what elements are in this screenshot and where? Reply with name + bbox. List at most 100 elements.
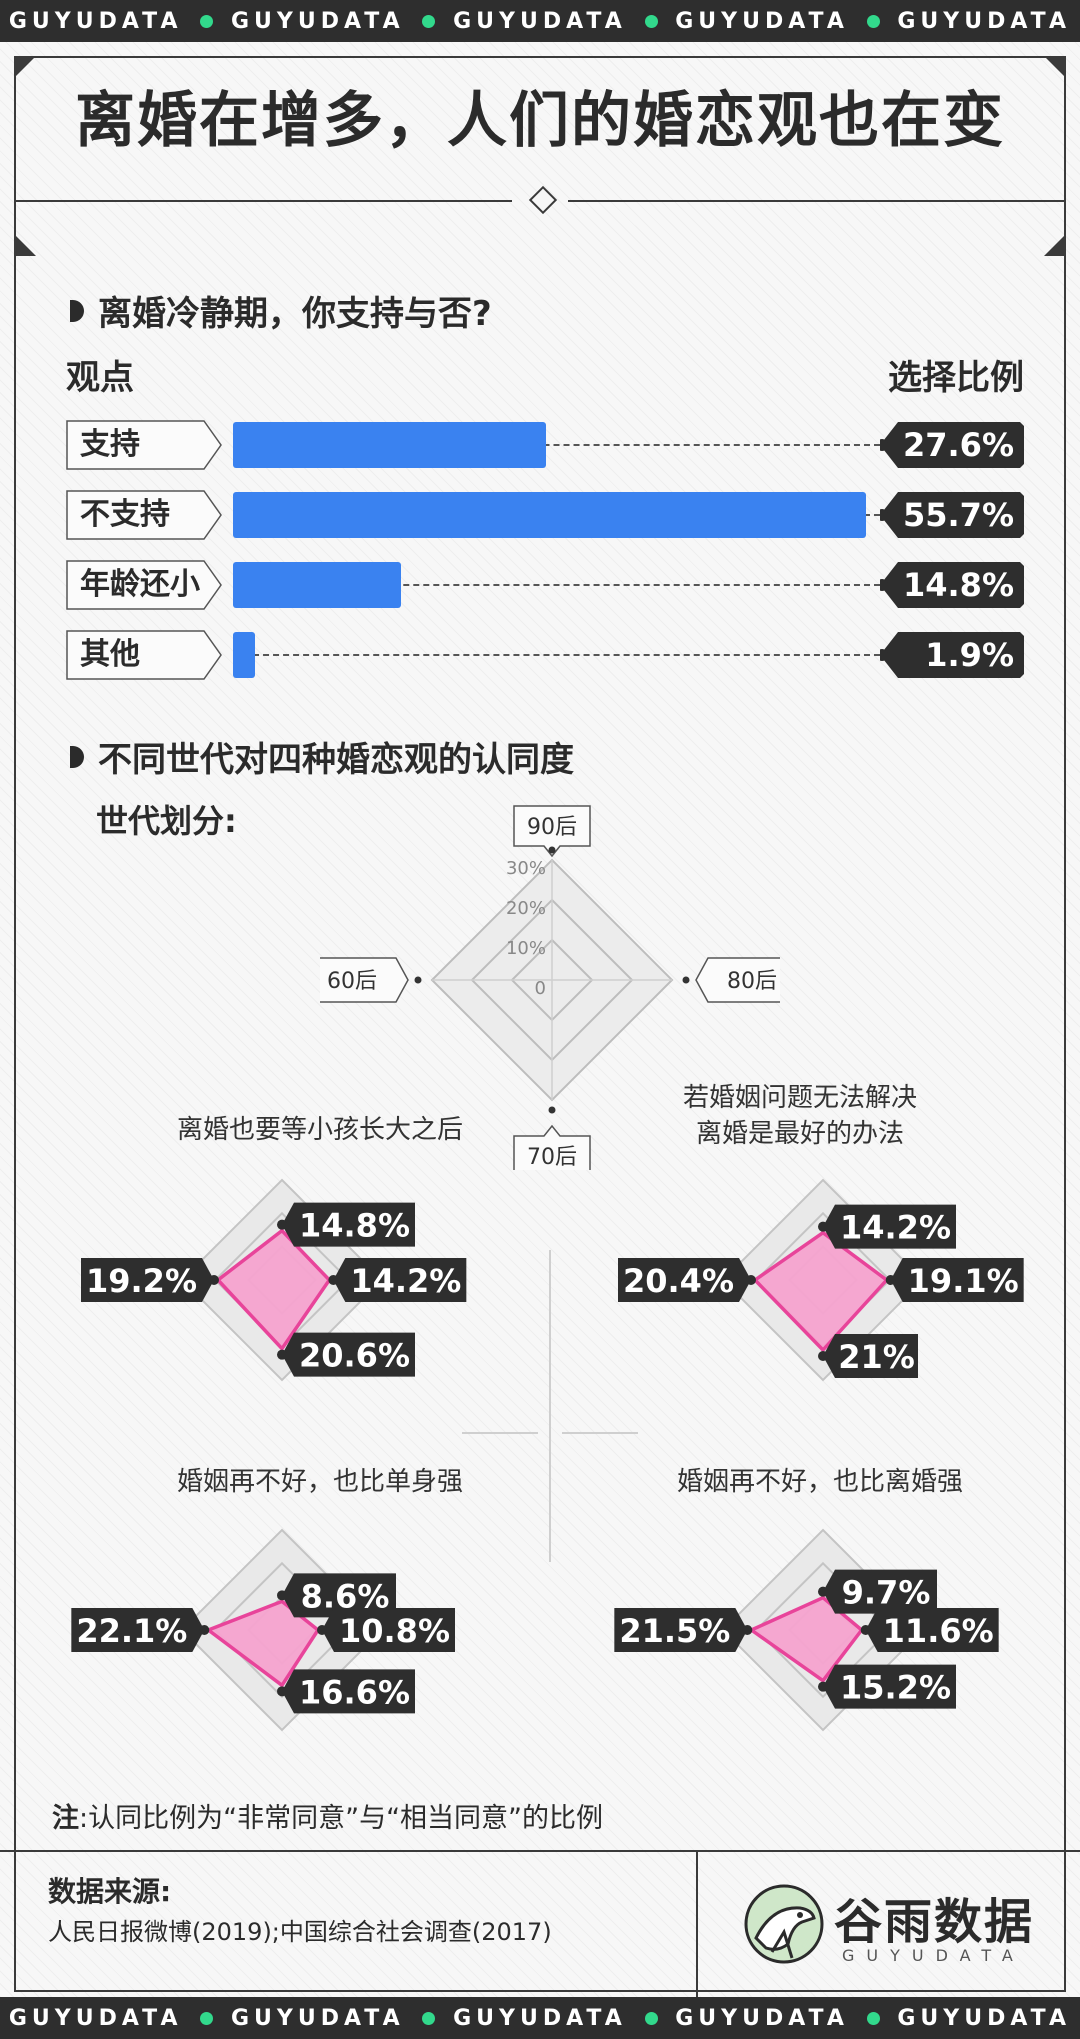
radar-value-label: 10.8% <box>339 1612 450 1650</box>
radar-value-label: 20.6% <box>299 1337 410 1375</box>
radar-value-dot <box>860 1625 871 1635</box>
radar-value-label: 9.7% <box>842 1574 931 1612</box>
section-bullet-icon <box>70 299 84 322</box>
radar-value-dot <box>818 1351 828 1361</box>
bar-category-label: 其他 <box>66 630 222 680</box>
radar-value-tag <box>81 1258 214 1302</box>
ticker-text: GUYUDATA <box>897 2005 1071 2031</box>
radar-value-tag <box>282 1669 415 1714</box>
bar-row: 年龄还小 14.8% <box>0 560 1080 610</box>
ticker-dot-icon <box>200 2011 214 2025</box>
radar-series-shape <box>749 1595 864 1683</box>
bar <box>233 492 866 538</box>
radar-series-shape <box>753 1230 889 1352</box>
bar-value-label: 1.9% <box>880 632 1024 678</box>
radar-value-label: 20.4% <box>623 1262 734 1300</box>
quadrant-divider-left <box>462 1432 538 1434</box>
radar-value-label: 22.1% <box>76 1612 187 1650</box>
radar2-title: 若婚姻问题无法解决 离婚是最好的办法 <box>682 1083 917 1149</box>
ticker-text: GUYUDATA <box>453 8 627 34</box>
footnote: 注:认同比例为“非常同意”与“相当同意”的比例 <box>52 1796 603 1835</box>
radar-chart: 9.7%11.6% 15.2% 21.5% <box>614 1528 999 1732</box>
bar-value-text: 14.8% <box>902 566 1014 604</box>
bar-category-text: 年龄还小 <box>80 567 200 602</box>
footer-divider <box>0 1850 1080 1852</box>
section2-title-text: 不同世代对四种婚恋观的认同度 <box>98 740 574 780</box>
radar-chart: 14.8% 14.2% 20.6% 19.2% <box>81 1178 467 1382</box>
ticker-dot-icon <box>866 2011 880 2025</box>
bar-category-label: 年龄还小 <box>66 560 222 610</box>
logo-name: 谷雨数据 <box>834 1894 1035 1950</box>
generation-legend-label: 世代划分: <box>96 802 237 840</box>
radar-value-label: 14.2% <box>350 1262 461 1300</box>
quadrant-divider-right <box>562 1432 638 1434</box>
legend-tick-label: 30% <box>506 858 546 879</box>
section-bullet-icon <box>70 745 84 768</box>
radar-value-dot <box>199 1625 210 1635</box>
radar-value-tag <box>865 1608 999 1652</box>
radar1-title: 离婚也要等小孩长大之后 <box>176 1115 463 1145</box>
radar-value-label: 21% <box>838 1338 915 1376</box>
ticker-text: GUYUDATA <box>231 8 405 34</box>
bar <box>233 562 402 608</box>
ticker-text: GUYUDATA <box>453 2005 627 2031</box>
radar-value-tag <box>282 1573 396 1618</box>
radar-chart: 14.2% 19.1% 21% 20.4% <box>618 1178 1024 1382</box>
quadrant-divider-vertical <box>549 1250 551 1562</box>
legend-axis-dot <box>682 976 690 984</box>
radar-value-label: 14.2% <box>840 1209 951 1247</box>
radar-value-tag <box>823 1664 956 1709</box>
radar-value-tag <box>71 1608 205 1652</box>
brand-logo: 谷雨数据 GUYUDATA <box>742 1872 1042 1980</box>
radar-value-tag <box>823 1569 937 1614</box>
ticker-dot-icon <box>866 14 880 28</box>
radar-value-dot <box>818 1681 828 1692</box>
legend-axis-label: 70后 <box>527 1145 577 1170</box>
radar-value-tag <box>890 1258 1024 1302</box>
bird-logo-icon <box>744 1884 824 1964</box>
radar-value-dot <box>277 1349 287 1360</box>
title-divider-left <box>14 200 512 202</box>
radar-value-dot <box>818 1586 828 1597</box>
bar-row: 其他 1.9% <box>0 630 1080 680</box>
radar-value-tag <box>614 1608 748 1652</box>
bar-category-text: 支持 <box>80 427 140 462</box>
radar-value-dot <box>317 1625 327 1635</box>
radar-value-tag <box>282 1332 415 1377</box>
radar-charts: 14.8%14.2%20.6%19.2%14.2%19.1%21%20.4%8.… <box>71 1178 1024 1732</box>
bar-value-text: 55.7% <box>902 496 1014 534</box>
column-header-ratio: 选择比例 <box>888 358 1024 398</box>
top-ticker: GUYUDATA GUYUDATA GUYUDATA GUYUDATA GUYUDATA <box>0 0 1080 42</box>
bar-category-text: 其他 <box>80 637 140 672</box>
legend-axis-dot <box>414 976 422 984</box>
radar-value-tag <box>333 1258 467 1302</box>
radar-value-dot <box>818 1221 828 1232</box>
radar-value-label: 19.1% <box>908 1262 1019 1300</box>
radar-value-tag <box>823 1334 918 1378</box>
radar4-title: 婚姻再不好，也比离婚强 <box>676 1467 963 1497</box>
bar-guide-line <box>233 444 880 446</box>
radar-value-dot <box>209 1275 219 1285</box>
footnote-prefix: 注 <box>52 1803 79 1834</box>
radar-value-label: 21.5% <box>619 1612 730 1650</box>
radar-value-dot <box>885 1275 896 1285</box>
legend-axis-tag <box>320 957 409 1003</box>
radar-value-tag <box>322 1608 455 1652</box>
radar-value-tag <box>618 1258 751 1302</box>
footnote-text: :认同比例为“非常同意”与“相当同意”的比例 <box>79 1803 604 1834</box>
frame-corners <box>14 56 1066 256</box>
bar-category-label: 不支持 <box>66 490 222 540</box>
bar-value-text: 1.9% <box>925 636 1014 674</box>
bar-guide-line <box>233 584 880 586</box>
page-title: 离婚在增多，人们的婚恋观也在变 <box>75 86 1005 156</box>
radar-value-dot <box>277 1219 287 1230</box>
radar-value-tag <box>823 1204 956 1249</box>
legend-tick-label: 0 <box>535 978 546 999</box>
source-text: 人民日报微博(2019);中国综合社会调查(2017) <box>48 1918 552 1946</box>
bottom-ticker: GUYUDATA GUYUDATA GUYUDATA GUYUDATA GUYUDATA <box>0 1997 1080 2039</box>
legend-axis-tag <box>513 1124 591 1170</box>
bar-row: 支持 27.6% <box>0 420 1080 470</box>
generation-legend-radar: 30% 20% 10% 0 90后 80后 70后 60后 <box>320 805 780 1170</box>
ticker-text: GUYUDATA <box>8 2005 183 2031</box>
bar-guide-line <box>233 654 880 656</box>
